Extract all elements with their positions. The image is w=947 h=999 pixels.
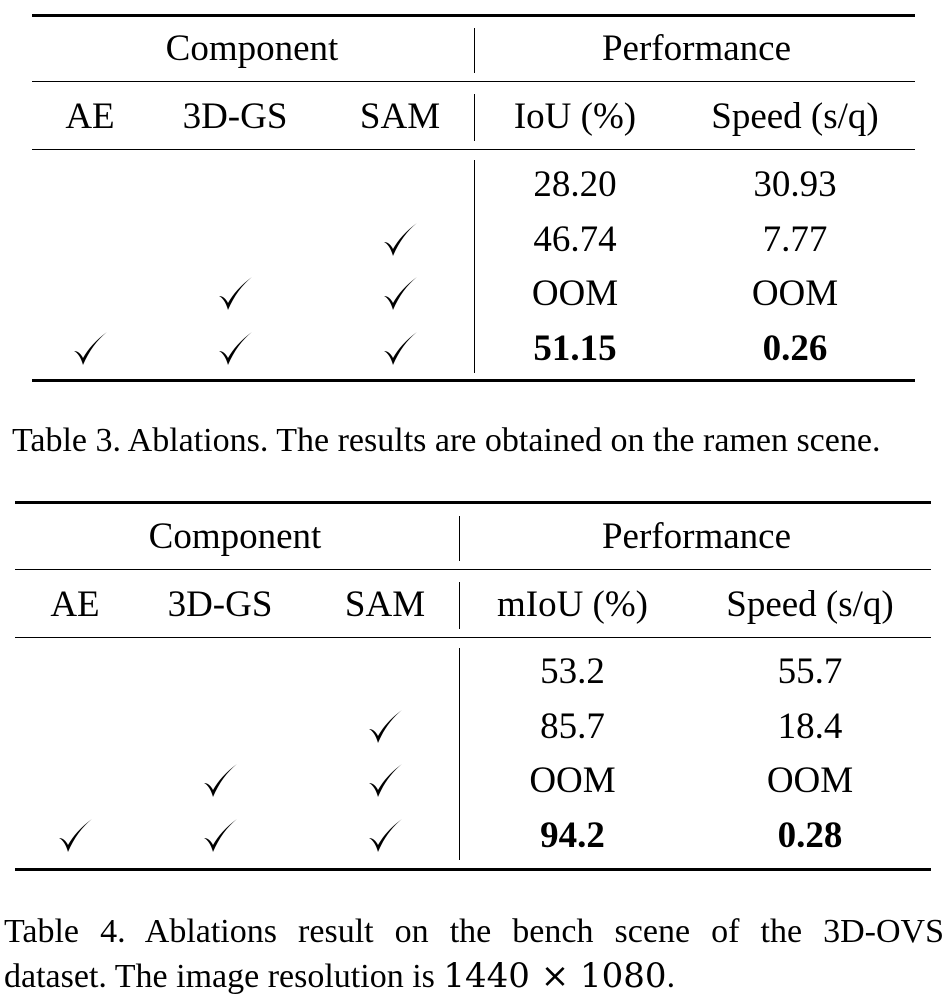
table-4-caption-line1: Table 4. Ablations result on the bench s… [4,913,944,950]
check-icon [365,816,405,856]
column-divider [474,94,475,141]
group-header-component: Component [148,516,322,557]
check-icon [215,329,255,369]
speed-cell: 7.77 [762,218,828,260]
col-header-ae: AE [50,584,100,625]
column-divider [459,582,460,629]
bottom-rule [32,379,915,382]
mid-rule [32,81,915,82]
metric-cell: 85.7 [540,705,605,747]
speed-cell: 18.4 [777,705,843,747]
column-divider [459,648,460,860]
resolution-value: 1440 × 1080 [443,956,667,996]
column-divider [474,28,475,73]
col-header-sam: SAM [344,584,426,625]
group-header-performance: Performance [601,28,791,69]
bottom-rule [15,868,931,871]
group-header-component: Component [165,28,339,69]
speed-cell: 55.7 [777,651,843,692]
check-icon [200,761,240,801]
metric-cell: 51.15 [533,327,617,369]
speed-cell: OOM [766,760,854,801]
table-4-caption-line2: dataset. The image resolution is 1440 × … [4,956,676,996]
header-rule [15,637,931,638]
table-3: Component Performance AE 3D-GS SAM IoU (… [0,0,947,400]
col-header-ae: AE [65,96,115,137]
caption-line2-text: dataset. The image resolution is [4,958,444,995]
speed-cell: 30.93 [753,164,837,205]
speed-cell: 0.28 [777,814,843,856]
col-header-miou: mIoU (%) [496,584,649,625]
check-icon [365,707,405,747]
top-rule [15,501,931,504]
metric-cell: 28.20 [533,164,617,205]
top-rule [32,14,915,17]
mid-rule [15,569,931,570]
metric-cell: OOM [529,760,616,801]
metric-cell: 53.2 [540,651,605,692]
column-divider [459,516,460,561]
table-4: Component Performance AE 3D-GS SAM mIoU … [15,501,931,871]
col-header-speed: Speed (s/q) [711,96,879,137]
group-header-performance: Performance [601,516,791,557]
metric-cell: 46.74 [533,218,617,260]
check-icon [380,329,420,369]
table-4-caption: Table 4. Ablations result on the bench s… [4,910,944,999]
col-header-3dgs: 3D-GS [182,96,288,137]
check-icon [70,329,110,369]
col-header-iou: IoU (%) [513,96,637,137]
col-header-3dgs: 3D-GS [167,584,273,625]
metric-cell: OOM [531,273,619,314]
speed-cell: OOM [751,273,839,314]
header-rule [32,149,915,150]
check-icon [215,274,255,314]
check-icon [365,761,405,801]
check-icon [200,816,240,856]
column-divider [474,160,475,373]
col-header-speed: Speed (s/q) [726,584,894,625]
check-icon [55,816,95,856]
col-header-sam: SAM [359,96,441,137]
check-icon [380,274,420,314]
check-icon [380,220,420,260]
table-3-caption: Table 3. Ablations. The results are obta… [12,422,881,459]
metric-cell: 94.2 [540,814,605,856]
speed-cell: 0.26 [762,327,828,369]
caption-line2-suffix: . [666,958,676,995]
